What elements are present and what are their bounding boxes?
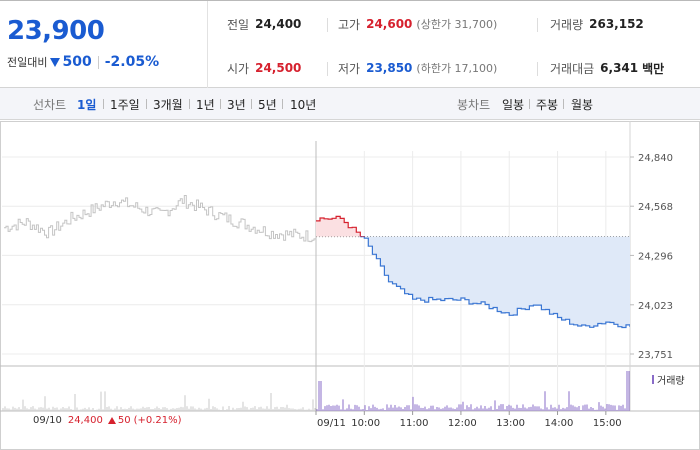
period-1w-button[interactable]: 1주일 [110, 98, 140, 112]
divider [146, 99, 147, 109]
stat-volume: 거래량 263,152 [550, 14, 644, 34]
x-tick-label: 15:00 [593, 418, 622, 429]
price-chart[interactable]: 24,840 24,568 24,296 24,023 23,751 09/11 10:00… [0, 121, 700, 450]
period-5y-button[interactable]: 5년 [258, 98, 277, 112]
y-tick-label: 24,023 [638, 301, 673, 312]
chart-toolbar: 선차트 1일 1주일 3개월 1년 3년 5년 10년 봉차트 일봉 주봉 월봉 [0, 88, 700, 120]
x-tick-label: 14:00 [545, 418, 574, 429]
stat-label: 전일 [227, 17, 250, 32]
upper-limit-price: (상한가 31,700) [416, 18, 498, 31]
candle-daily-button[interactable]: 일봉 [502, 98, 525, 112]
today-below-prev-close-area [316, 236, 630, 328]
stat-high: 고가 24,600 (상한가 31,700) [338, 14, 497, 34]
x-tick-label: 12:00 [448, 418, 477, 429]
change-rate: -2.05% [104, 54, 160, 70]
stat-trade-amount: 거래대금 6,341 백만 [550, 58, 664, 78]
current-price-block: 23,900 전일대비 500 -2.05% [0, 1, 208, 88]
stat-label: 거래대금 [550, 61, 595, 76]
divider [537, 18, 538, 32]
volume-legend: 거래량 [652, 372, 685, 387]
y-tick-label: 24,296 [638, 251, 673, 262]
stat-value: 6,341 [600, 61, 639, 75]
today-above-prev-close-area [316, 216, 630, 237]
prev-day-price-line [4, 195, 317, 243]
up-arrow-icon [107, 417, 116, 424]
down-arrow-icon [50, 57, 61, 67]
divider [529, 99, 530, 109]
period-3y-button[interactable]: 3년 [227, 98, 246, 112]
y-tick-label: 24,840 [638, 153, 673, 164]
stat-value: 263,152 [589, 17, 644, 31]
stat-value: 24,600 [366, 17, 413, 31]
prev-day-date: 09/10 [33, 415, 62, 426]
volume-legend-label: 거래량 [657, 376, 685, 387]
quote-header: 23,900 전일대비 500 -2.05% 전일 24,400 고가 24,6… [0, 0, 700, 88]
divider [282, 99, 283, 109]
lower-limit-price: (하한가 17,100) [416, 62, 498, 75]
stat-label: 고가 [338, 17, 361, 32]
change-label: 전일대비 [7, 56, 48, 69]
candle-weekly-button[interactable]: 주봉 [536, 98, 559, 112]
candle-monthly-button[interactable]: 월봉 [571, 98, 594, 112]
current-price: 23,900 [7, 16, 105, 46]
prev-day-close: 24,400 [67, 415, 103, 426]
divider [563, 99, 564, 109]
prev-day-rate: (+0.21%) [133, 415, 182, 426]
x-tick-label: 09/11 [317, 418, 346, 429]
divider [189, 99, 190, 109]
divider [327, 18, 328, 32]
period-10y-button[interactable]: 10년 [290, 98, 317, 112]
divider [103, 99, 104, 109]
stat-label: 시가 [227, 61, 250, 76]
stat-unit: 백만 [642, 61, 665, 76]
stat-label: 거래량 [550, 17, 584, 32]
change-amount: 500 [62, 54, 92, 70]
period-1y-button[interactable]: 1년 [196, 98, 215, 112]
x-tick-label: 11:00 [400, 418, 429, 429]
stat-low: 저가 23,850 (하한가 17,100) [338, 58, 497, 78]
stat-value: 24,400 [255, 17, 302, 31]
divider [327, 62, 328, 76]
x-tick-label: 10:00 [351, 418, 380, 429]
divider [537, 62, 538, 76]
prev-day-change: 50 [117, 415, 131, 426]
line-chart-label: 선차트 [33, 98, 67, 112]
volume-legend-swatch [652, 375, 654, 384]
divider [220, 99, 221, 109]
price-chart-svg: 24,840 24,568 24,296 24,023 23,751 09/11 10:00… [0, 121, 700, 450]
candle-chart-label: 봉차트 [457, 98, 491, 112]
today-price-line-down [359, 236, 630, 329]
y-tick-label: 23,751 [638, 350, 673, 361]
stat-open: 시가 24,500 [227, 58, 301, 78]
divider [251, 99, 252, 109]
period-3m-button[interactable]: 3개월 [153, 98, 183, 112]
stat-value: 23,850 [366, 61, 413, 75]
stat-value: 24,500 [255, 61, 302, 75]
x-tick-label: 13:00 [496, 418, 525, 429]
stat-prev-close: 전일 24,400 [227, 14, 301, 34]
prev-day-info: 09/10 24,400 50 (+0.21%) [33, 415, 182, 426]
y-tick-label: 24,568 [638, 202, 673, 213]
divider [97, 55, 99, 69]
stat-label: 저가 [338, 61, 361, 76]
period-1d-button[interactable]: 1일 [77, 98, 97, 112]
price-change: 전일대비 500 -2.05% [7, 54, 159, 70]
